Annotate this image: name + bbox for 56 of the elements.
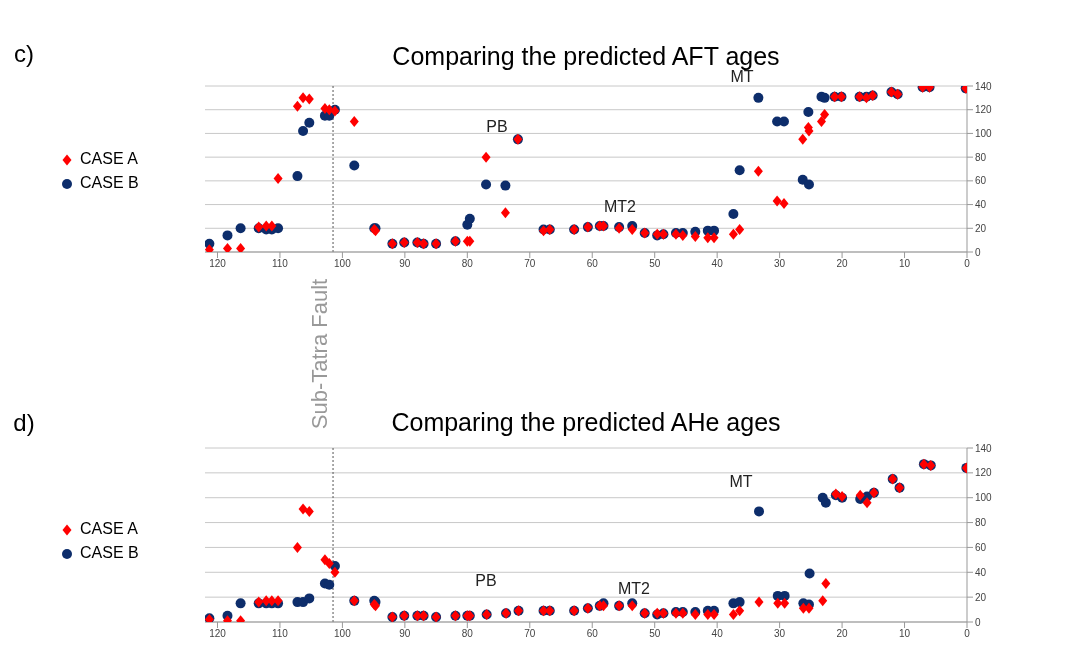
x-tick-label: 30	[774, 258, 786, 270]
x-tick-label: 110	[271, 258, 289, 270]
x-tick-label: 10	[898, 258, 911, 270]
x-tick-label: 120	[209, 628, 227, 640]
x-tick-label: 20	[836, 628, 849, 640]
x-tick-label: 0	[964, 258, 971, 270]
y-tick-label: 20	[975, 591, 987, 603]
y-tick-label: 120	[975, 467, 993, 479]
x-tick-label: 80	[461, 628, 474, 640]
y-tick-label: 60	[975, 175, 987, 187]
y-tick-label: 40	[975, 566, 987, 578]
y-tick-label: 140	[975, 80, 993, 92]
text: c)	[14, 40, 34, 67]
x-tick-label: 50	[649, 258, 661, 270]
x-tick-label: 60	[586, 258, 599, 270]
annotation: PB	[486, 118, 508, 135]
y-tick-label: 60	[975, 541, 987, 553]
chart-title: Comparing the predicted AFT ages	[391, 42, 781, 70]
x-tick-label: 70	[524, 258, 536, 270]
y-tick-label: 80	[975, 517, 987, 529]
x-tick-label: 40	[711, 258, 724, 270]
annotation: MT	[729, 473, 753, 490]
annotation: MT2	[618, 580, 650, 597]
annotation: MT2	[604, 198, 636, 215]
x-tick-label: 110	[271, 628, 289, 640]
x-tick-label: 10	[898, 628, 911, 640]
y-tick-label: 0	[975, 616, 981, 628]
x-tick-label: 90	[399, 258, 411, 270]
x-tick-label: 30	[774, 628, 786, 640]
annotation: PB	[475, 572, 497, 589]
legend-label: CASE B	[79, 544, 139, 563]
y-tick-label: 20	[975, 222, 987, 234]
legend-label: CASE B	[79, 174, 139, 193]
x-tick-label: 70	[524, 628, 536, 640]
x-tick-label: 20	[836, 258, 849, 270]
y-tick-label: 140	[975, 442, 993, 454]
y-tick-label: 40	[975, 199, 987, 211]
legend-label: CASE A	[79, 150, 139, 169]
chart-title: Comparing the predicted AHe ages	[391, 408, 781, 436]
y-tick-label: 120	[975, 104, 993, 116]
x-tick-label: 100	[334, 628, 352, 640]
y-tick-label: 0	[975, 246, 981, 258]
y-tick-label: 100	[975, 127, 993, 139]
legend-label: CASE A	[79, 520, 139, 539]
ref-line-label: Sub-Tatra Fault	[307, 277, 333, 432]
y-tick-label: 100	[975, 492, 993, 504]
text: d)	[13, 409, 35, 436]
x-tick-label: 0	[964, 628, 971, 640]
x-tick-label: 100	[334, 258, 352, 270]
x-tick-label: 90	[399, 628, 411, 640]
y-tick-label: 80	[975, 151, 987, 163]
x-tick-label: 40	[711, 628, 724, 640]
x-tick-label: 60	[586, 628, 599, 640]
x-tick-label: 80	[461, 258, 474, 270]
x-tick-label: 120	[209, 258, 227, 270]
x-tick-label: 50	[649, 628, 661, 640]
